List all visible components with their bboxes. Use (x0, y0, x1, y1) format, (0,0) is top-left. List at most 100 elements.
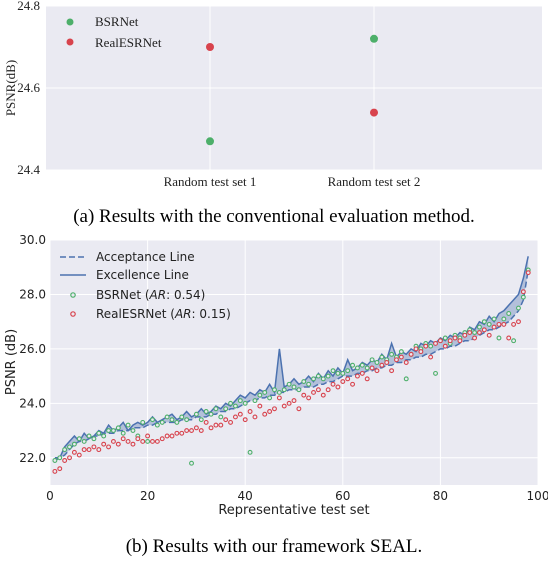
chart-b-point-realesrnet (125, 438, 131, 444)
chart-b-xlabel: Representative test set (218, 503, 369, 518)
chart-b-point-realesrnet (325, 387, 331, 393)
chart-b-point-realesrnet (340, 379, 346, 385)
chart-b-point-realesrnet (315, 387, 321, 393)
chart-b-point-realesrnet (496, 321, 502, 327)
chart-b-point-realesrnet (389, 368, 395, 374)
chart-b-point-bsrnet (150, 417, 155, 423)
chart-b-point-realesrnet (467, 330, 473, 336)
chart-b-point-realesrnet (267, 409, 273, 414)
chart-b-point-realesrnet (330, 381, 336, 387)
chart-b-point-realesrnet (62, 458, 68, 463)
chart-b-point-realesrnet (86, 447, 92, 453)
chart-b-point-realesrnet (442, 343, 448, 349)
chart-b-xtick-label: 100 (527, 489, 548, 503)
chart-b-point-realesrnet (320, 392, 326, 398)
chart-b-point-realesrnet (511, 321, 517, 327)
chart-b-point-bsrnet (340, 370, 346, 376)
chart-b-point-realesrnet (57, 466, 63, 472)
legend-b-realesrnet-ar: AR (174, 307, 192, 321)
legend-b-realesrnet-value: : 0.15) (192, 307, 231, 321)
chart-b-point-bsrnet (442, 335, 448, 341)
chart-b-point-bsrnet (267, 395, 273, 401)
chart-b-point-bsrnet (286, 381, 292, 387)
chart-b-point-bsrnet (76, 436, 82, 442)
chart-b-point-realesrnet (350, 381, 356, 387)
legend-b-bsrnet-label: BSRNet (AR: 0.54) (96, 288, 205, 302)
chart-b-point-bsrnet (115, 425, 121, 431)
chart-b-point-bsrnet (86, 433, 92, 439)
acceptance-line (54, 269, 529, 462)
chart-b-point-bsrnet (276, 389, 282, 395)
chart-a-ytick-label: 24.8 (17, 0, 40, 13)
chart-b-point-realesrnet (394, 357, 399, 363)
chart-b-point-realesrnet (91, 444, 97, 450)
chart-b-point-realesrnet (296, 406, 302, 412)
chart-b-point-bsrnet (369, 357, 375, 363)
chart-b-point-realesrnet (516, 319, 521, 325)
chart-b-point-bsrnet (62, 447, 68, 453)
chart-b-legend: Acceptance Line Excellence Line BSRNet (… (60, 250, 231, 321)
chart-b-point-realesrnet (145, 433, 151, 439)
chart-b-point-realesrnet (491, 324, 497, 330)
chart-b-point-bsrnet (232, 403, 238, 409)
chart-b-point-bsrnet (272, 387, 277, 393)
chart-b-point-bsrnet (501, 316, 507, 322)
chart-b-point-realesrnet (403, 360, 409, 365)
chart-b-point-realesrnet (228, 419, 234, 425)
chart-b-point-bsrnet (91, 436, 97, 442)
chart-b-caption: (b) Results with our framework SEAL. (126, 536, 423, 557)
chart-b-point-bsrnet (228, 400, 234, 406)
chart-b-point-realesrnet (247, 409, 253, 414)
chart-b-point-realesrnet (242, 417, 248, 423)
chart-b-point-bsrnet (359, 362, 365, 368)
chart-b-point-realesrnet (101, 441, 107, 447)
chart-b-point-bsrnet (81, 438, 87, 444)
chart-b-point-realesrnet (208, 425, 214, 431)
chart-a-point-bsrnet (370, 34, 378, 43)
chart-b-point-realesrnet (433, 340, 438, 346)
chart-b-point-realesrnet (486, 332, 492, 338)
legend-b-realesrnet-name: RealESRNet ( (96, 307, 175, 321)
chart-b-point-realesrnet (159, 436, 165, 442)
chart-b-point-bsrnet (203, 409, 209, 414)
chart-b-point-bsrnet (403, 376, 409, 382)
chart-b-point-bsrnet (164, 414, 170, 420)
chart-b-point-realesrnet (257, 403, 263, 409)
chart-b-point-realesrnet (52, 468, 58, 474)
chart-b-point-bsrnet (301, 379, 307, 385)
chart-b-point-bsrnet (237, 398, 243, 404)
chart-b-xtick-label: 60 (335, 489, 350, 503)
chart-b-point-bsrnet (120, 430, 126, 436)
chart-b-point-bsrnet (315, 373, 321, 379)
legend-b-bsrnet-ar: AR (149, 288, 167, 302)
chart-b-point-realesrnet (71, 449, 77, 455)
chart-b-point-bsrnet (106, 428, 112, 434)
chart-b-point-bsrnet (159, 419, 165, 425)
chart-b-point-realesrnet (179, 430, 185, 436)
chart-b-point-realesrnet (281, 403, 287, 409)
legend-b-realesrnet-label: RealESRNet (AR: 0.15) (96, 307, 231, 321)
chart-b-point-bsrnet (428, 343, 434, 349)
legend-a-realesrnet-label: RealESRNet (95, 35, 162, 50)
chart-b-point-realesrnet (96, 447, 102, 453)
chart-b-point-realesrnet (306, 395, 312, 401)
chart-b-point-bsrnet (101, 433, 107, 439)
chart-b-point-realesrnet (428, 354, 434, 360)
chart-b-ytick-label: 30.0 (19, 233, 46, 247)
chart-b-point-realesrnet (398, 354, 404, 360)
chart-b-point-bsrnet (174, 419, 180, 425)
chart-b-point-bsrnet (242, 400, 248, 406)
legend-b-bsrnet-marker (70, 292, 76, 298)
chart-b-point-realesrnet (140, 438, 146, 444)
chart-a-ytick-label: 24.6 (17, 80, 40, 95)
chart-b-ytick-label: 22.0 (19, 451, 46, 465)
chart-b-ytick-label: 26.0 (19, 342, 46, 356)
legend-a-bsrnet-label: BSRNet (95, 14, 139, 29)
legend-a-realesrnet-marker (66, 38, 74, 46)
chart-b-point-bsrnet (516, 305, 521, 311)
chart-b-point-realesrnet (198, 428, 204, 434)
chart-b-point-realesrnet (452, 335, 458, 341)
chart-b-point-realesrnet (345, 376, 351, 382)
chart-a: 24.4 24.6 24.8 Random test set 1 Random tes… (3, 0, 542, 227)
chart-b-point-bsrnet (57, 455, 63, 461)
